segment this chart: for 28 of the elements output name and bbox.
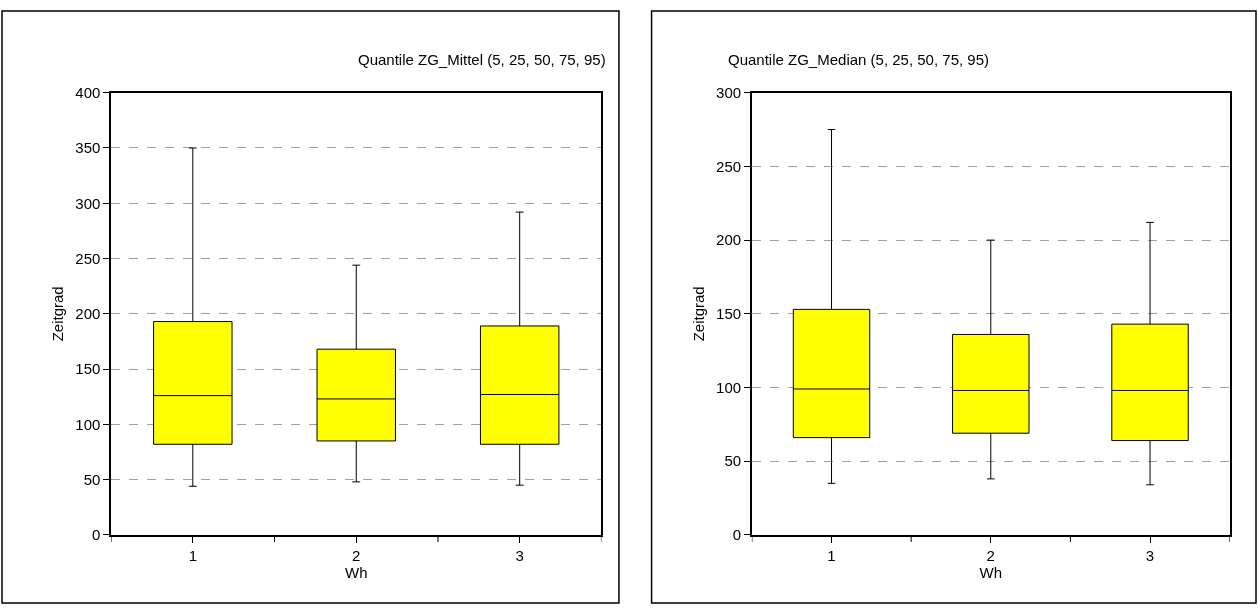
y-tick-label: 100	[716, 378, 742, 396]
y-tick-label: 50	[83, 470, 101, 488]
x-axis-title: Wh	[979, 563, 1003, 581]
y-tick-label: 0	[92, 526, 101, 544]
y-tick-label: 200	[716, 231, 742, 249]
x-tick-label: 1	[827, 546, 836, 564]
y-tick-label: 50	[724, 452, 742, 470]
y-tick-label: 250	[75, 249, 101, 267]
x-tick-label: 3	[1145, 546, 1155, 564]
y-axis-title: Zeitgrad	[49, 286, 67, 342]
y-axis-title: Zeitgrad	[689, 286, 707, 342]
x-axis-title: Wh	[345, 563, 368, 581]
y-tick-label: 350	[75, 139, 101, 157]
y-tick-label: 150	[75, 360, 101, 378]
y-tick-label: 300	[716, 83, 742, 101]
x-tick-label: 1	[188, 546, 197, 564]
x-tick-label: 2	[986, 546, 995, 564]
y-tick-label: 100	[75, 415, 101, 433]
x-tick-label: 3	[515, 546, 524, 564]
y-tick-label: 150	[716, 305, 742, 323]
y-tick-label: 0	[732, 526, 742, 544]
y-tick-label: 400	[75, 83, 101, 101]
x-tick-label: 2	[352, 546, 361, 564]
y-tick-label: 300	[75, 194, 101, 212]
chart-title: Quantile ZG_Median (5, 25, 50, 75, 95)	[728, 51, 989, 68]
y-tick-label: 200	[75, 305, 101, 323]
y-tick-label: 250	[716, 157, 742, 175]
chart-title: Quantile ZG_Mittel (5, 25, 50, 75, 95)	[358, 51, 606, 68]
